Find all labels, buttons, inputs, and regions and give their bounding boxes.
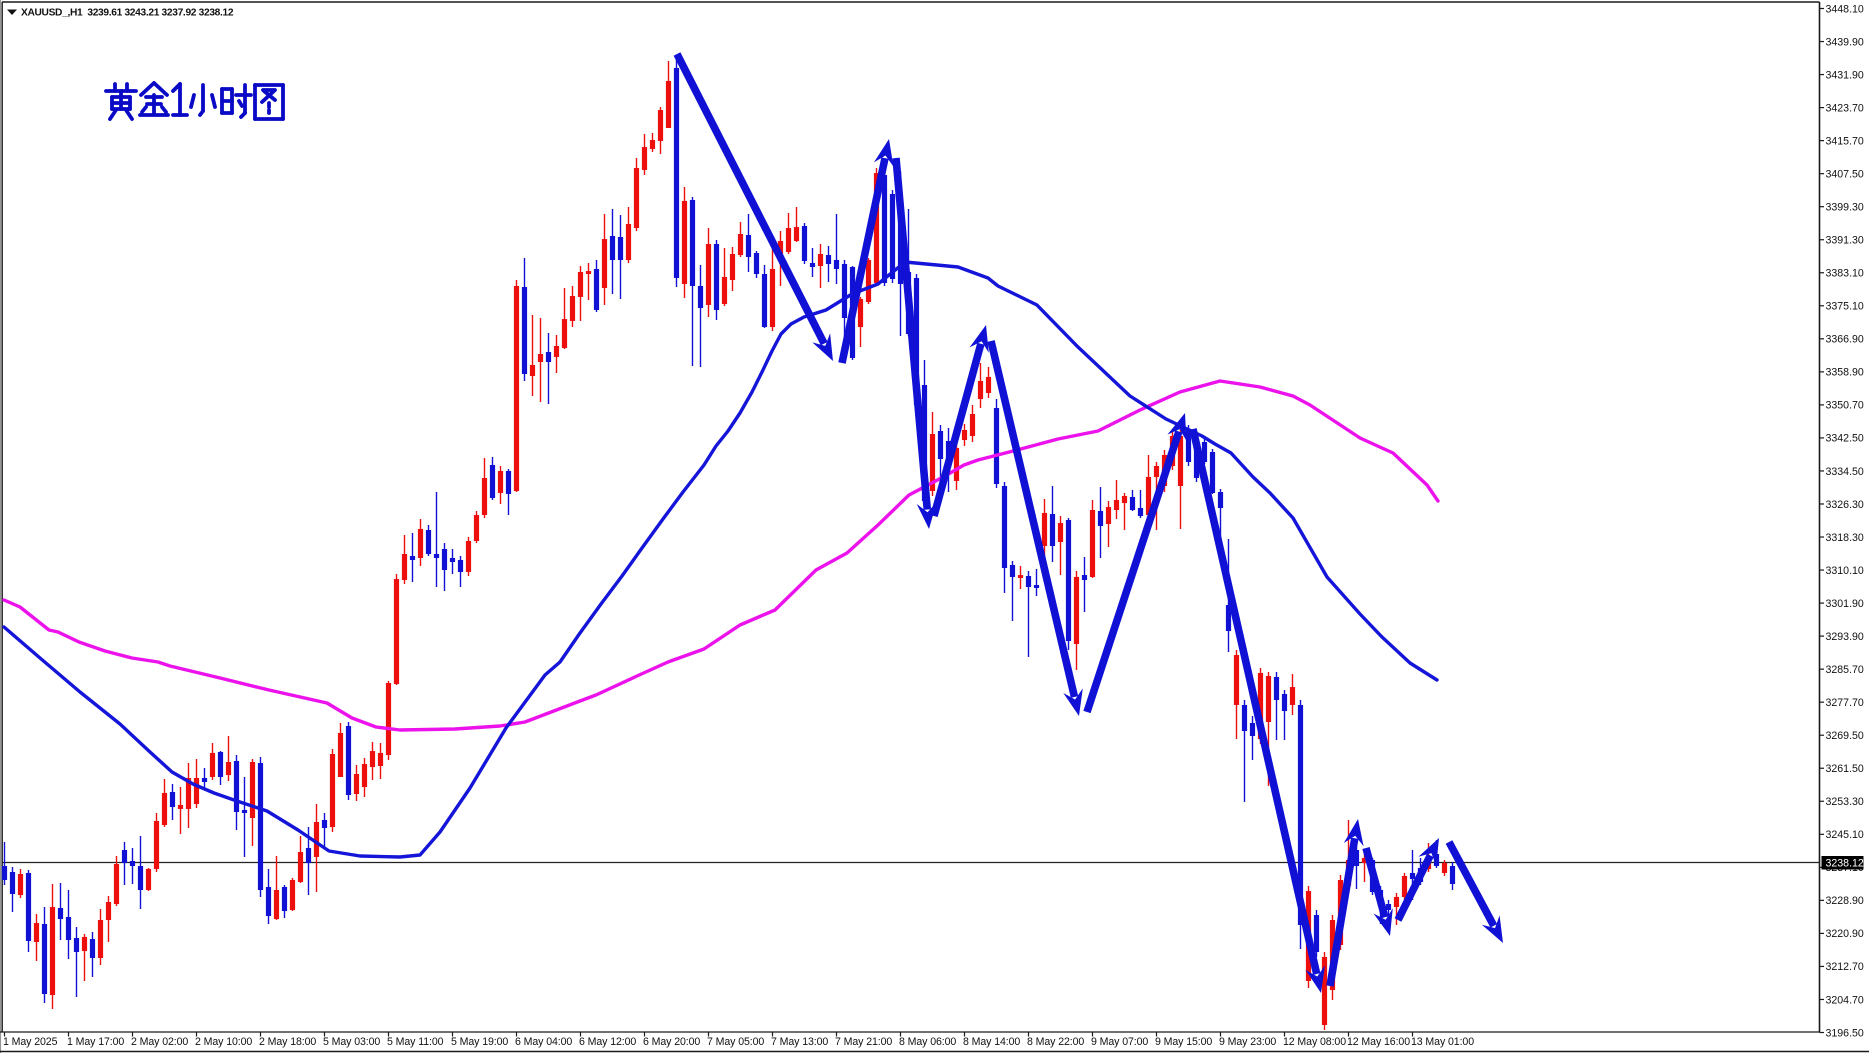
svg-text:2 May 10:00: 2 May 10:00 <box>195 1036 252 1048</box>
svg-text:3407.50: 3407.50 <box>1826 168 1864 180</box>
svg-text:9 May 15:00: 9 May 15:00 <box>1155 1036 1212 1048</box>
svg-text:7 May 05:00: 7 May 05:00 <box>707 1036 764 1048</box>
svg-text:7 May 13:00: 7 May 13:00 <box>771 1036 828 1048</box>
svg-text:3350.70: 3350.70 <box>1826 400 1864 412</box>
svg-text:12 May 08:00: 12 May 08:00 <box>1283 1036 1346 1048</box>
svg-text:3261.50: 3261.50 <box>1826 763 1864 775</box>
svg-text:3366.90: 3366.90 <box>1826 334 1864 346</box>
svg-text:5 May 19:00: 5 May 19:00 <box>451 1036 508 1048</box>
svg-text:3277.70: 3277.70 <box>1826 697 1864 709</box>
svg-text:3391.30: 3391.30 <box>1826 235 1864 247</box>
svg-text:5 May 03:00: 5 May 03:00 <box>323 1036 380 1048</box>
svg-text:3253.30: 3253.30 <box>1826 796 1864 808</box>
svg-text:1 May 17:00: 1 May 17:00 <box>67 1036 124 1048</box>
svg-text:8 May 06:00: 8 May 06:00 <box>899 1036 956 1048</box>
svg-text:3212.70: 3212.70 <box>1826 961 1864 973</box>
svg-text:3431.90: 3431.90 <box>1826 69 1864 81</box>
svg-text:3228.90: 3228.90 <box>1826 895 1864 907</box>
svg-text:6 May 04:00: 6 May 04:00 <box>515 1036 572 1048</box>
svg-text:3448.10: 3448.10 <box>1826 3 1864 15</box>
svg-text:3423.70: 3423.70 <box>1826 102 1864 114</box>
svg-text:3383.10: 3383.10 <box>1826 268 1864 280</box>
svg-text:3196.50: 3196.50 <box>1826 1027 1864 1039</box>
svg-text:3245.10: 3245.10 <box>1826 829 1864 841</box>
svg-text:3285.70: 3285.70 <box>1826 664 1864 676</box>
svg-text:12 May 16:00: 12 May 16:00 <box>1347 1036 1410 1048</box>
svg-text:3342.50: 3342.50 <box>1826 433 1864 445</box>
svg-text:3439.90: 3439.90 <box>1826 36 1864 48</box>
svg-text:3204.70: 3204.70 <box>1826 994 1864 1006</box>
svg-text:6 May 20:00: 6 May 20:00 <box>643 1036 700 1048</box>
svg-text:3358.90: 3358.90 <box>1826 367 1864 379</box>
svg-text:5 May 11:00: 5 May 11:00 <box>387 1036 444 1048</box>
svg-text:3220.90: 3220.90 <box>1826 928 1864 940</box>
svg-text:6 May 12:00: 6 May 12:00 <box>579 1036 636 1048</box>
svg-text:3318.30: 3318.30 <box>1826 532 1864 544</box>
svg-text:2 May 18:00: 2 May 18:00 <box>259 1036 316 1048</box>
svg-text:3310.10: 3310.10 <box>1826 565 1864 577</box>
svg-text:3293.90: 3293.90 <box>1826 631 1864 643</box>
svg-text:3415.70: 3415.70 <box>1826 135 1864 147</box>
svg-text:1 May 2025: 1 May 2025 <box>3 1036 58 1048</box>
svg-text:3399.30: 3399.30 <box>1826 201 1864 213</box>
svg-text:8 May 22:00: 8 May 22:00 <box>1027 1036 1084 1048</box>
svg-text:2 May 02:00: 2 May 02:00 <box>131 1036 188 1048</box>
svg-text:3238.12: 3238.12 <box>1826 858 1864 870</box>
svg-text:9 May 23:00: 9 May 23:00 <box>1219 1036 1276 1048</box>
svg-text:3334.50: 3334.50 <box>1826 466 1864 478</box>
svg-text:13 May 01:00: 13 May 01:00 <box>1411 1036 1474 1048</box>
svg-text:8 May 14:00: 8 May 14:00 <box>963 1036 1020 1048</box>
svg-text:3269.50: 3269.50 <box>1826 730 1864 742</box>
svg-text:3301.90: 3301.90 <box>1826 598 1864 610</box>
svg-text:3326.30: 3326.30 <box>1826 499 1864 511</box>
svg-text:3375.10: 3375.10 <box>1826 301 1864 313</box>
svg-text:9 May 07:00: 9 May 07:00 <box>1091 1036 1148 1048</box>
svg-text:7 May 21:00: 7 May 21:00 <box>835 1036 892 1048</box>
svg-text:XAUUSD_,H1 3239.61 3243.21 32: XAUUSD_,H1 3239.61 3243.21 3237.92 3238.… <box>21 7 234 18</box>
